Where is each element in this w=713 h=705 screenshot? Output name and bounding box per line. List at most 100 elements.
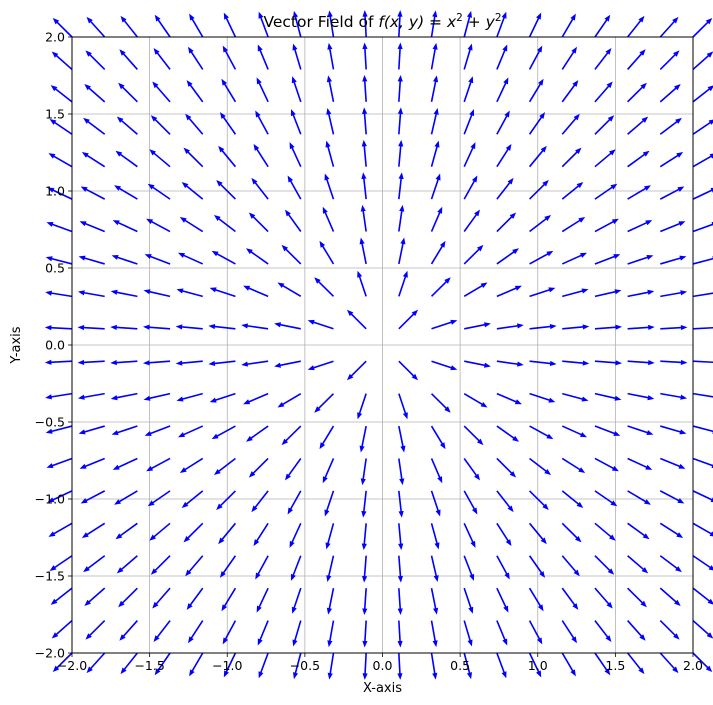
- vector-arrow: [398, 393, 408, 420]
- vector-arrow: [50, 587, 73, 605]
- vector-arrow: [46, 221, 73, 233]
- y-tick-label: −1.0: [35, 492, 65, 507]
- vector-arrow: [218, 145, 237, 168]
- y-tick-label: −2.0: [35, 646, 65, 661]
- vector-arrow: [463, 244, 484, 265]
- vector-arrow: [111, 425, 138, 436]
- vector-arrow: [284, 209, 302, 232]
- vector-arrow: [325, 140, 335, 167]
- vector-arrow: [660, 324, 688, 331]
- vector-arrow: [561, 80, 579, 103]
- x-tick-label: 1.0: [528, 658, 548, 673]
- vector-arrow: [659, 620, 680, 640]
- vector-arrow: [327, 620, 335, 648]
- vector-arrow: [362, 10, 368, 38]
- vector-arrow: [594, 183, 618, 200]
- vector-arrow: [222, 45, 237, 70]
- vector-arrow: [659, 152, 684, 168]
- vector-arrow: [430, 277, 451, 297]
- vector-arrow: [149, 149, 171, 168]
- vector-arrow: [496, 652, 507, 679]
- vector-arrow: [659, 50, 680, 70]
- vector-arrow: [178, 425, 204, 438]
- vector-arrow: [561, 147, 582, 168]
- vector-arrow: [627, 457, 653, 470]
- vector-arrow: [496, 360, 524, 367]
- vector-arrow: [561, 425, 587, 438]
- vector-arrow: [277, 392, 302, 408]
- axis-ticks: −2.0−2.0 −1.5 −1.5 −1.0 −1.0 −0.5 −0.5 0.0 0.0 0.…: [35, 30, 703, 674]
- vector-arrow: [692, 256, 713, 265]
- vector-arrow: [77, 359, 105, 366]
- vector-arrow: [45, 256, 73, 265]
- vector-arrow: [464, 360, 491, 368]
- vector-arrow: [256, 77, 269, 103]
- vector-arrow: [289, 522, 302, 548]
- vector-arrow: [627, 185, 651, 200]
- vector-arrow: [529, 180, 549, 200]
- vector-arrow: [430, 458, 443, 484]
- y-tick-label: 0.0: [45, 338, 65, 353]
- vector-arrow: [223, 652, 237, 678]
- vector-arrow: [314, 277, 335, 297]
- vector-arrow: [463, 458, 481, 481]
- vector-arrow: [627, 116, 649, 135]
- vector-arrow: [398, 172, 404, 200]
- vector-arrow: [319, 425, 335, 450]
- vector-arrow: [287, 490, 302, 515]
- vector-arrow: [594, 425, 621, 436]
- vector-arrow: [561, 182, 584, 200]
- vector-arrow: [45, 290, 73, 298]
- vector-arrow: [179, 217, 204, 233]
- vector-arrow: [430, 620, 438, 648]
- vector-arrow: [397, 588, 403, 616]
- vector-arrow: [189, 652, 204, 677]
- vector-arrow: [50, 85, 73, 103]
- vector-arrow: [430, 10, 438, 38]
- vector-arrow: [561, 217, 586, 233]
- vector-arrow: [660, 290, 688, 298]
- vector-arrow: [594, 587, 613, 609]
- vector-arrow: [659, 555, 682, 573]
- vector-arrow: [660, 425, 687, 435]
- vector-arrow: [209, 287, 236, 298]
- vector-arrow: [660, 457, 686, 469]
- vector-arrow: [45, 392, 73, 400]
- vector-arrow: [594, 218, 619, 233]
- vector-arrow: [357, 270, 367, 297]
- y-axis-label: Y-axis: [9, 326, 24, 364]
- y-tick-label: 0.5: [45, 261, 65, 276]
- vector-arrow: [431, 360, 458, 371]
- vector-arrow: [627, 587, 647, 608]
- vector-arrow: [255, 555, 269, 580]
- vector-arrow: [360, 204, 367, 232]
- vector-arrow: [397, 107, 404, 135]
- vector-arrow: [324, 490, 335, 517]
- vector-arrow: [274, 322, 301, 330]
- vector-arrow: [85, 620, 106, 640]
- vector-arrow: [326, 108, 335, 135]
- vector-arrow: [692, 85, 713, 103]
- vector-arrow: [529, 425, 554, 440]
- vector-arrow: [594, 254, 621, 265]
- vector-arrow: [397, 555, 404, 583]
- vector-arrow: [77, 290, 105, 298]
- vector-arrow: [430, 108, 439, 135]
- vector-arrow: [398, 425, 406, 453]
- vector-arrow: [692, 292, 713, 298]
- vector-arrow: [430, 523, 440, 550]
- vector-arrow: [430, 75, 439, 103]
- vector-arrow: [361, 139, 367, 167]
- vector-arrow: [327, 652, 335, 680]
- vector-arrow: [307, 319, 334, 330]
- vector-arrow: [241, 323, 269, 330]
- vector-arrow: [51, 51, 73, 71]
- vector-arrow: [293, 652, 302, 680]
- vector-arrow: [120, 652, 138, 675]
- vector-arrow: [594, 289, 622, 298]
- vector-arrow: [594, 360, 623, 366]
- vector-arrow: [398, 490, 404, 518]
- vector-arrow: [183, 522, 204, 543]
- vector-arrow: [185, 555, 204, 577]
- vector-arrow: [659, 186, 685, 200]
